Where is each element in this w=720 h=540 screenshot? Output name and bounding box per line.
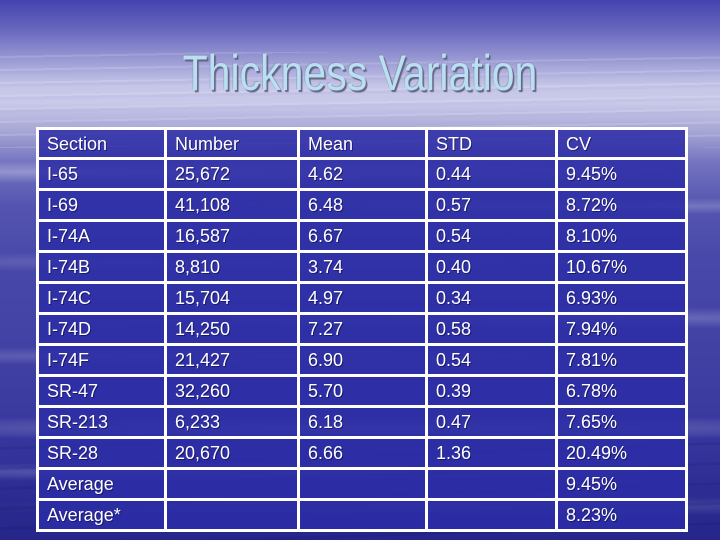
table-cell: 6,233 (164, 405, 300, 439)
table-row: I-69 41,108 6.48 0.57 8.72% (36, 188, 688, 222)
table-cell: 20.49% (555, 436, 688, 470)
table-header: Section Number Mean STD CV (36, 127, 688, 160)
column-header-std: STD (425, 127, 558, 160)
slide-title: Thickness Variation (182, 45, 538, 101)
table-cell: 1.36 (425, 436, 558, 470)
table-cell: 6.48 (297, 188, 428, 222)
table-cell: Average* (36, 498, 167, 532)
table-cell: 0.54 (425, 219, 558, 253)
table-cell (164, 467, 300, 501)
table-cell: I-74C (36, 281, 167, 315)
table-cell: 6.67 (297, 219, 428, 253)
table-cell: 6.18 (297, 405, 428, 439)
table-cell: I-74F (36, 343, 167, 377)
thickness-table: Section Number Mean STD CV I-65 25,672 4.6… (36, 127, 688, 532)
table-cell: 6.90 (297, 343, 428, 377)
table-cell: 0.47 (425, 405, 558, 439)
table-cell: 16,587 (164, 219, 300, 253)
table-cell: 8,810 (164, 250, 300, 284)
table-cell: Average (36, 467, 167, 501)
table-cell: 0.34 (425, 281, 558, 315)
table-cell: SR-213 (36, 405, 167, 439)
table-cell: 20,670 (164, 436, 300, 470)
table-cell: 8.23% (555, 498, 688, 532)
table-row: SR-213 6,233 6.18 0.47 7.65% (36, 405, 688, 439)
table-cell: 0.58 (425, 312, 558, 346)
table-cell: 6.66 (297, 436, 428, 470)
table-cell: 8.10% (555, 219, 688, 253)
table-cell: 9.45% (555, 467, 688, 501)
table-cell (425, 467, 558, 501)
table-cell: 0.39 (425, 374, 558, 408)
table-cell: I-69 (36, 188, 167, 222)
table-cell: I-65 (36, 157, 167, 191)
table-cell: 6.78% (555, 374, 688, 408)
table-row: SR-47 32,260 5.70 0.39 6.78% (36, 374, 688, 408)
table-row: Average 9.45% (36, 467, 688, 501)
table-cell: 21,427 (164, 343, 300, 377)
table-cell: 0.44 (425, 157, 558, 191)
table-cell: 0.57 (425, 188, 558, 222)
table-cell: I-74D (36, 312, 167, 346)
table-cell: 15,704 (164, 281, 300, 315)
table-cell: I-74B (36, 250, 167, 284)
table-cell: 0.54 (425, 343, 558, 377)
table-cell: 14,250 (164, 312, 300, 346)
table-row: I-65 25,672 4.62 0.44 9.45% (36, 157, 688, 191)
table-cell: 41,108 (164, 188, 300, 222)
table-cell: 7.27 (297, 312, 428, 346)
table-cell: 9.45% (555, 157, 688, 191)
table-row: I-74F 21,427 6.90 0.54 7.81% (36, 343, 688, 377)
table-cell: 5.70 (297, 374, 428, 408)
table-cell: 3.74 (297, 250, 428, 284)
table-cell: 32,260 (164, 374, 300, 408)
table-row: I-74B 8,810 3.74 0.40 10.67% (36, 250, 688, 284)
table-cell (164, 498, 300, 532)
column-header-cv: CV (555, 127, 688, 160)
table-body: I-65 25,672 4.62 0.44 9.45% I-69 41,108 6.48 0.5… (36, 157, 688, 532)
table-cell: 6.93% (555, 281, 688, 315)
table-cell: 7.65% (555, 405, 688, 439)
table-row: I-74C 15,704 4.97 0.34 6.93% (36, 281, 688, 315)
table-row: I-74D 14,250 7.27 0.58 7.94% (36, 312, 688, 346)
table-cell: SR-28 (36, 436, 167, 470)
table-cell (297, 498, 428, 532)
table-cell: 8.72% (555, 188, 688, 222)
table-cell: SR-47 (36, 374, 167, 408)
table-cell: 25,672 (164, 157, 300, 191)
table-cell: 0.40 (425, 250, 558, 284)
table-row: I-74A 16,587 6.67 0.54 8.10% (36, 219, 688, 253)
column-header-section: Section (36, 127, 167, 160)
table-cell (425, 498, 558, 532)
table-row: SR-28 20,670 6.66 1.36 20.49% (36, 436, 688, 470)
table-cell: 7.94% (555, 312, 688, 346)
table-cell (297, 467, 428, 501)
table-cell: 10.67% (555, 250, 688, 284)
column-header-mean: Mean (297, 127, 428, 160)
column-header-number: Number (164, 127, 300, 160)
table-header-row: Section Number Mean STD CV (36, 127, 688, 160)
table-cell: I-74A (36, 219, 167, 253)
table-cell: 4.62 (297, 157, 428, 191)
table-cell: 4.97 (297, 281, 428, 315)
table-cell: 7.81% (555, 343, 688, 377)
table-row: Average* 8.23% (36, 498, 688, 532)
